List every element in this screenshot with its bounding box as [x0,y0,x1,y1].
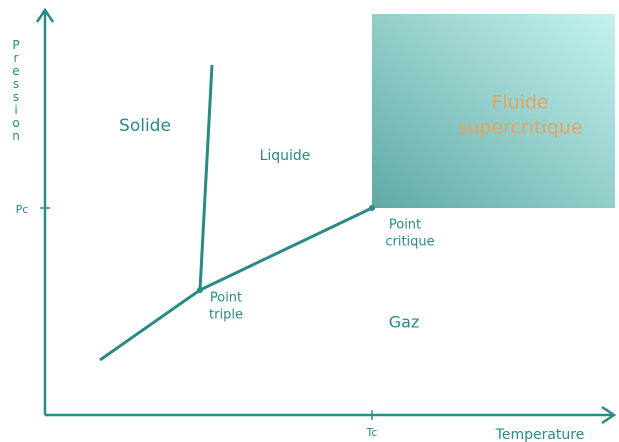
critical-point-label: Point [389,218,421,233]
triple-point [197,287,203,293]
liquid-label: Liquide [260,148,311,164]
y-arrow [35,7,55,23]
sublimation-vaporization-line [99,206,373,362]
tc-label: Tc [366,426,378,439]
pc-label: Pc [16,203,29,216]
x-arrow [601,405,617,425]
x-axis-label: Temperature [495,427,585,442]
axes [35,7,617,425]
critical-point [369,205,375,211]
supercritical-label: Fluide [491,92,548,114]
critical-point-label: critique [385,235,434,250]
y-axis-label: Pression [9,38,23,142]
supercritical-label: supercritique [457,117,582,139]
gas-label: Gaz [389,313,420,332]
triple-point-label: triple [209,308,243,323]
solid-label: Solide [119,116,171,136]
supercritical-region [372,14,615,208]
triple-point-label: Point [210,291,242,306]
fusion-line [198,64,214,291]
